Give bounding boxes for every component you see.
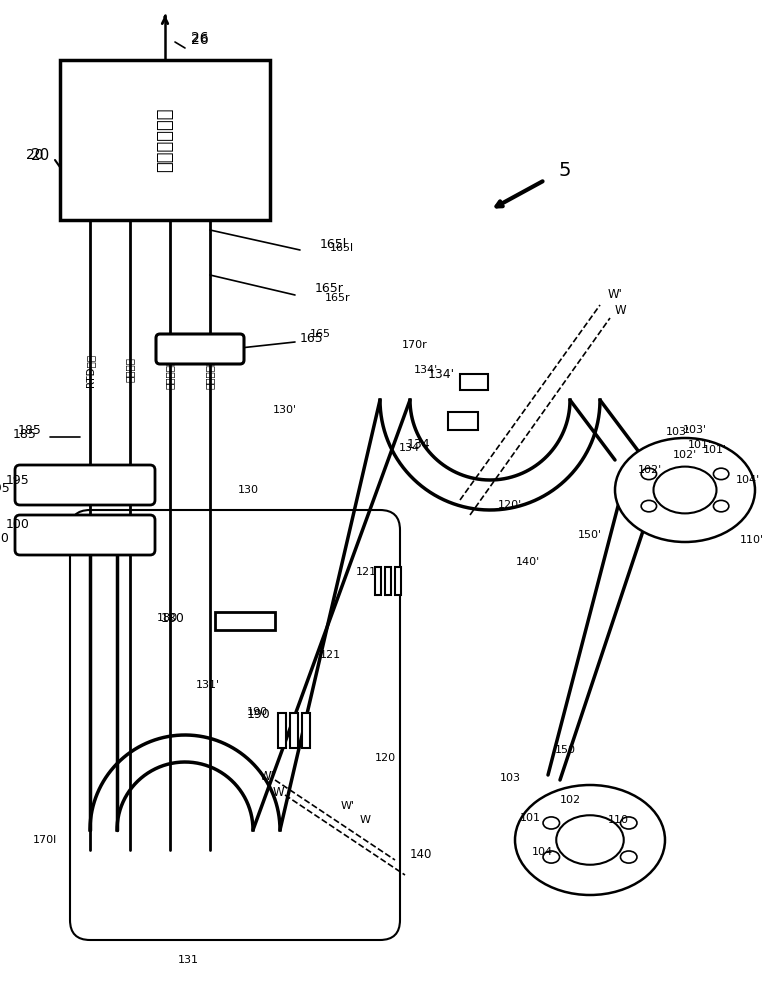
Text: W': W' [260, 770, 274, 782]
Text: 102: 102 [560, 795, 581, 805]
Text: 101': 101' [688, 440, 712, 450]
Text: 165l: 165l [320, 238, 347, 251]
Text: 计量电子设备: 计量电子设备 [156, 108, 174, 172]
Text: 驱动信号: 驱动信号 [125, 358, 135, 382]
Text: 110: 110 [608, 815, 628, 825]
Text: 120: 120 [375, 753, 396, 763]
Text: 165: 165 [310, 329, 331, 339]
Bar [395, 567, 401, 595]
Text: 103': 103' [683, 425, 707, 435]
Text: W': W' [608, 288, 623, 302]
Text: 165l: 165l [330, 243, 354, 253]
Text: 26: 26 [191, 31, 209, 45]
Text: 134': 134' [414, 365, 438, 375]
Text: W: W [272, 786, 284, 800]
Text: 195: 195 [6, 474, 30, 487]
Ellipse shape [615, 438, 755, 542]
Text: 10: 10 [453, 413, 467, 423]
Text: W': W' [341, 801, 355, 811]
Text: 150': 150' [578, 530, 602, 540]
Bar [375, 567, 381, 595]
Bar [385, 567, 391, 595]
Text: 165r: 165r [315, 282, 344, 294]
Text: 180: 180 [161, 611, 185, 624]
Text: 190: 190 [246, 708, 270, 720]
Text: 101: 101 [520, 813, 540, 823]
Text: RTD信号: RTD信号 [85, 353, 95, 387]
Text: 131': 131' [196, 680, 220, 690]
Bar [215, 612, 275, 630]
Text: 195: 195 [0, 482, 10, 494]
Text: 5: 5 [558, 160, 571, 180]
Text: 110': 110' [740, 535, 764, 545]
Text: 103: 103 [500, 773, 520, 783]
FancyBboxPatch shape [156, 334, 244, 364]
Text: 20: 20 [30, 147, 49, 162]
Text: 185: 185 [13, 428, 37, 442]
Text: 102': 102' [638, 465, 662, 475]
Text: 130: 130 [237, 485, 258, 495]
Text: 180: 180 [157, 613, 178, 623]
Text: 170r: 170r [402, 340, 428, 350]
Text: 150: 150 [554, 745, 575, 755]
Text: 165: 165 [300, 332, 324, 344]
Bar [290, 713, 298, 748]
Text: 102': 102' [673, 450, 697, 460]
Bar [460, 374, 488, 390]
Text: W: W [615, 304, 627, 316]
Text: 134: 134 [406, 438, 430, 452]
Bar [278, 713, 286, 748]
Text: 100: 100 [6, 518, 30, 532]
Ellipse shape [515, 785, 665, 895]
Text: 104': 104' [736, 475, 760, 485]
Text: 165r: 165r [325, 293, 351, 303]
Text: 26: 26 [191, 33, 209, 47]
Text: 140: 140 [410, 848, 433, 861]
Text: 190: 190 [247, 707, 268, 717]
Text: 185: 185 [18, 424, 42, 436]
Text: 左传感器信号: 左传感器信号 [165, 351, 175, 389]
Text: 140': 140' [516, 557, 540, 567]
Bar [60, 60, 270, 220]
FancyBboxPatch shape [15, 465, 155, 505]
Text: 134: 134 [399, 443, 420, 453]
Text: 101': 101' [703, 445, 727, 455]
Text: 104: 104 [531, 847, 553, 857]
Text: 131: 131 [177, 955, 198, 965]
Text: 右传感器信号: 右传感器信号 [205, 351, 215, 389]
Text: W: W [359, 815, 371, 825]
Text: 170l: 170l [33, 835, 57, 845]
Bar [448, 412, 478, 430]
Text: 120': 120' [498, 500, 522, 510]
Text: 121: 121 [319, 650, 341, 660]
FancyBboxPatch shape [15, 515, 155, 555]
Text: 121': 121' [356, 567, 380, 577]
Bar [302, 713, 310, 748]
Text: 130': 130' [273, 405, 297, 415]
Text: 134': 134' [428, 367, 455, 380]
Text: 103': 103' [666, 427, 690, 437]
Text: 100: 100 [0, 532, 10, 544]
Text: 20: 20 [26, 148, 44, 162]
